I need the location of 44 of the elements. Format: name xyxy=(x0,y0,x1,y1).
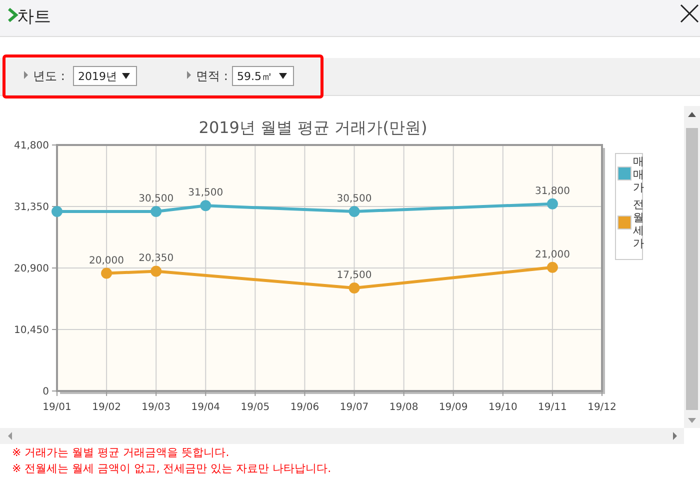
legend-label: 전월세가 xyxy=(633,198,644,250)
x-tick-label: 19/05 xyxy=(240,402,270,413)
y-tick-label: 0 xyxy=(42,386,49,398)
point xyxy=(546,262,558,273)
point xyxy=(348,282,360,294)
point xyxy=(101,268,112,279)
point xyxy=(546,198,558,210)
data-label: 30,500 xyxy=(138,194,174,204)
text: 차트 xyxy=(17,7,51,27)
y-tick-label: 20,900 xyxy=(14,264,49,274)
x-tick-label: 19/06 xyxy=(290,402,320,413)
point xyxy=(150,206,162,217)
y-tick-label: 41,800 xyxy=(14,140,49,152)
data-label: 20,000 xyxy=(89,255,124,266)
data-label: 31,500 xyxy=(188,188,224,199)
chart-title: 2019년 월별 평균 거래가(만원) xyxy=(198,118,428,137)
x-tick-label: 19/01 xyxy=(42,402,72,413)
point xyxy=(150,266,162,277)
text: 면적 : xyxy=(196,69,228,83)
data-label: 21,000 xyxy=(534,249,570,260)
x-tick-label: 19/10 xyxy=(488,402,518,413)
point xyxy=(200,200,212,212)
x-tick-label: 19/07 xyxy=(340,402,369,413)
x-tick-label: 19/02 xyxy=(92,402,121,413)
data-label: 30,500 xyxy=(336,194,372,204)
data-label: 31,800 xyxy=(534,186,570,197)
data-label: 20,350 xyxy=(138,253,174,264)
x-tick-label: 19/08 xyxy=(389,402,418,413)
point xyxy=(52,206,62,217)
legend-label: 매매가 xyxy=(633,155,644,194)
x-tick-label: 19/09 xyxy=(438,402,468,413)
text: ※ 거래가는 월별 평균 거래금액을 뜻합니다. xyxy=(12,446,230,459)
x-tick-label: 19/11 xyxy=(538,402,567,413)
point xyxy=(348,206,360,217)
data-label: 17,500 xyxy=(336,270,372,282)
text: ※ 전월세는 월세 금액이 없고, 전세금만 있는 자료만 나타납니다. xyxy=(12,462,332,475)
x-tick-label: 19/04 xyxy=(191,402,220,413)
text: 년도 : xyxy=(33,69,65,83)
text: 59.5㎡ xyxy=(237,70,272,83)
x-tick-label: 19/03 xyxy=(142,402,171,413)
x-tick-label: 19/12 xyxy=(588,402,616,413)
text: 2019년 xyxy=(78,70,117,83)
y-tick-label: 10,450 xyxy=(14,325,49,336)
y-tick-label: 31,350 xyxy=(14,202,49,213)
